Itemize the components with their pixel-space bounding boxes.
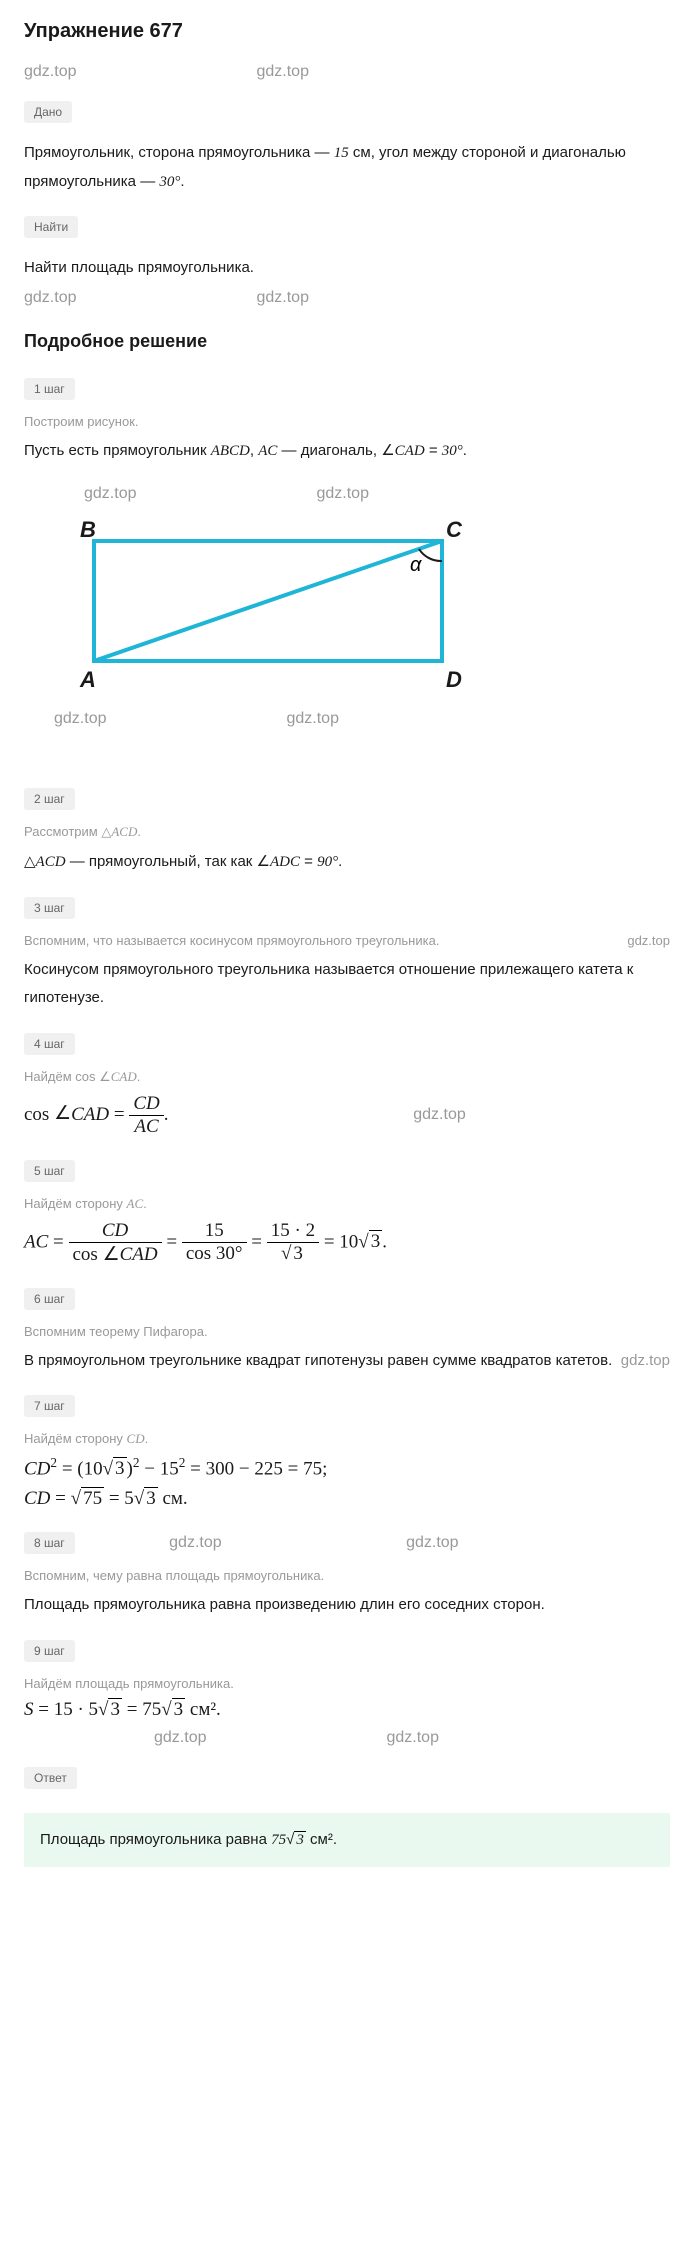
step-badge: 9 шаг <box>24 1640 75 1662</box>
step-badge: 2 шаг <box>24 788 75 810</box>
step-badge: 4 шаг <box>24 1033 75 1055</box>
given-badge: Дано <box>24 101 72 123</box>
formula-cd2: CD2 = (10√3)2 − 152 = 300 − 225 = 75; <box>24 1455 670 1480</box>
step-sub: Вспомним, чему равна площадь прямоугольн… <box>24 1568 670 1583</box>
watermark: gdz.top <box>406 1534 458 1551</box>
watermark-row: gdz.topgdz.top <box>24 1729 670 1747</box>
solution-title: Подробное решение <box>24 331 670 352</box>
step-sub: Вспомним, что называется косинусом прямо… <box>24 933 670 948</box>
diagonal <box>94 541 442 661</box>
step-badge: 7 шаг <box>24 1395 75 1417</box>
step-sub: Рассмотрим ACD. <box>24 824 670 840</box>
step-sub: Найдём cos CAD. <box>24 1069 670 1085</box>
step6-text: В прямоугольном треугольнике квадрат гип… <box>24 1347 670 1376</box>
watermark: gdz.top <box>169 1534 221 1551</box>
formula-cd: CD = √75 = 5√3 см. <box>24 1488 670 1510</box>
step1-text: Пусть есть прямоугольник ABCD, AC — диаг… <box>24 437 670 466</box>
watermark-row: gdz.topgdz.top <box>24 63 670 81</box>
step-sub: Найдём площадь прямоугольника. <box>24 1676 670 1691</box>
answer-box: Площадь прямоугольника равна 75√3 см². <box>24 1813 670 1867</box>
formula-cos: cos CAD = CDAC. gdz.top <box>24 1093 670 1138</box>
label-c: C <box>446 517 463 542</box>
step-badge: 5 шаг <box>24 1160 75 1182</box>
step-badge: 3 шаг <box>24 897 75 919</box>
step-badge: 6 шаг <box>24 1288 75 1310</box>
angle-arc <box>419 549 442 561</box>
find-text: Найти площадь прямоугольника. <box>24 254 670 283</box>
exercise-title: Упражнение 677 <box>24 20 670 43</box>
label-b: B <box>80 517 96 542</box>
answer-badge: Ответ <box>24 1767 77 1789</box>
step3-text: Косинусом прямоугольного треугольника на… <box>24 956 670 1013</box>
given-text: Прямоугольник, сторона прямоугольника — … <box>24 139 670 196</box>
step-sub: Найдём сторону CD. <box>24 1431 670 1447</box>
label-alpha: α <box>410 554 422 576</box>
label-d: D <box>446 667 462 692</box>
watermark-row: gdz.topgdz.top <box>24 289 670 307</box>
watermark-row: gdz.topgdz.top <box>24 710 670 728</box>
step8-text: Площадь прямоугольника равна произведени… <box>24 1591 670 1620</box>
step-sub: Найдём сторону AC. <box>24 1196 670 1212</box>
step-badge: 8 шаг <box>24 1532 75 1554</box>
find-badge: Найти <box>24 216 78 238</box>
formula-s: S = 15 · 5√3 = 75√3 см². <box>24 1699 670 1721</box>
step2-text: ACD — прямоугольный, так как ADC = 90. <box>24 848 670 877</box>
label-a: A <box>79 667 96 692</box>
step-sub: Построим рисунок. <box>24 414 670 429</box>
step-sub: Вспомним теорему Пифагора. <box>24 1324 670 1339</box>
rectangle-diagram: gdz.topgdz.top B C A D α <box>24 485 670 704</box>
step-badge: 1 шаг <box>24 378 75 400</box>
formula-ac: AC = CDcos CAD = 15cos 30 = 15 · 2√3 = 1… <box>24 1220 670 1266</box>
